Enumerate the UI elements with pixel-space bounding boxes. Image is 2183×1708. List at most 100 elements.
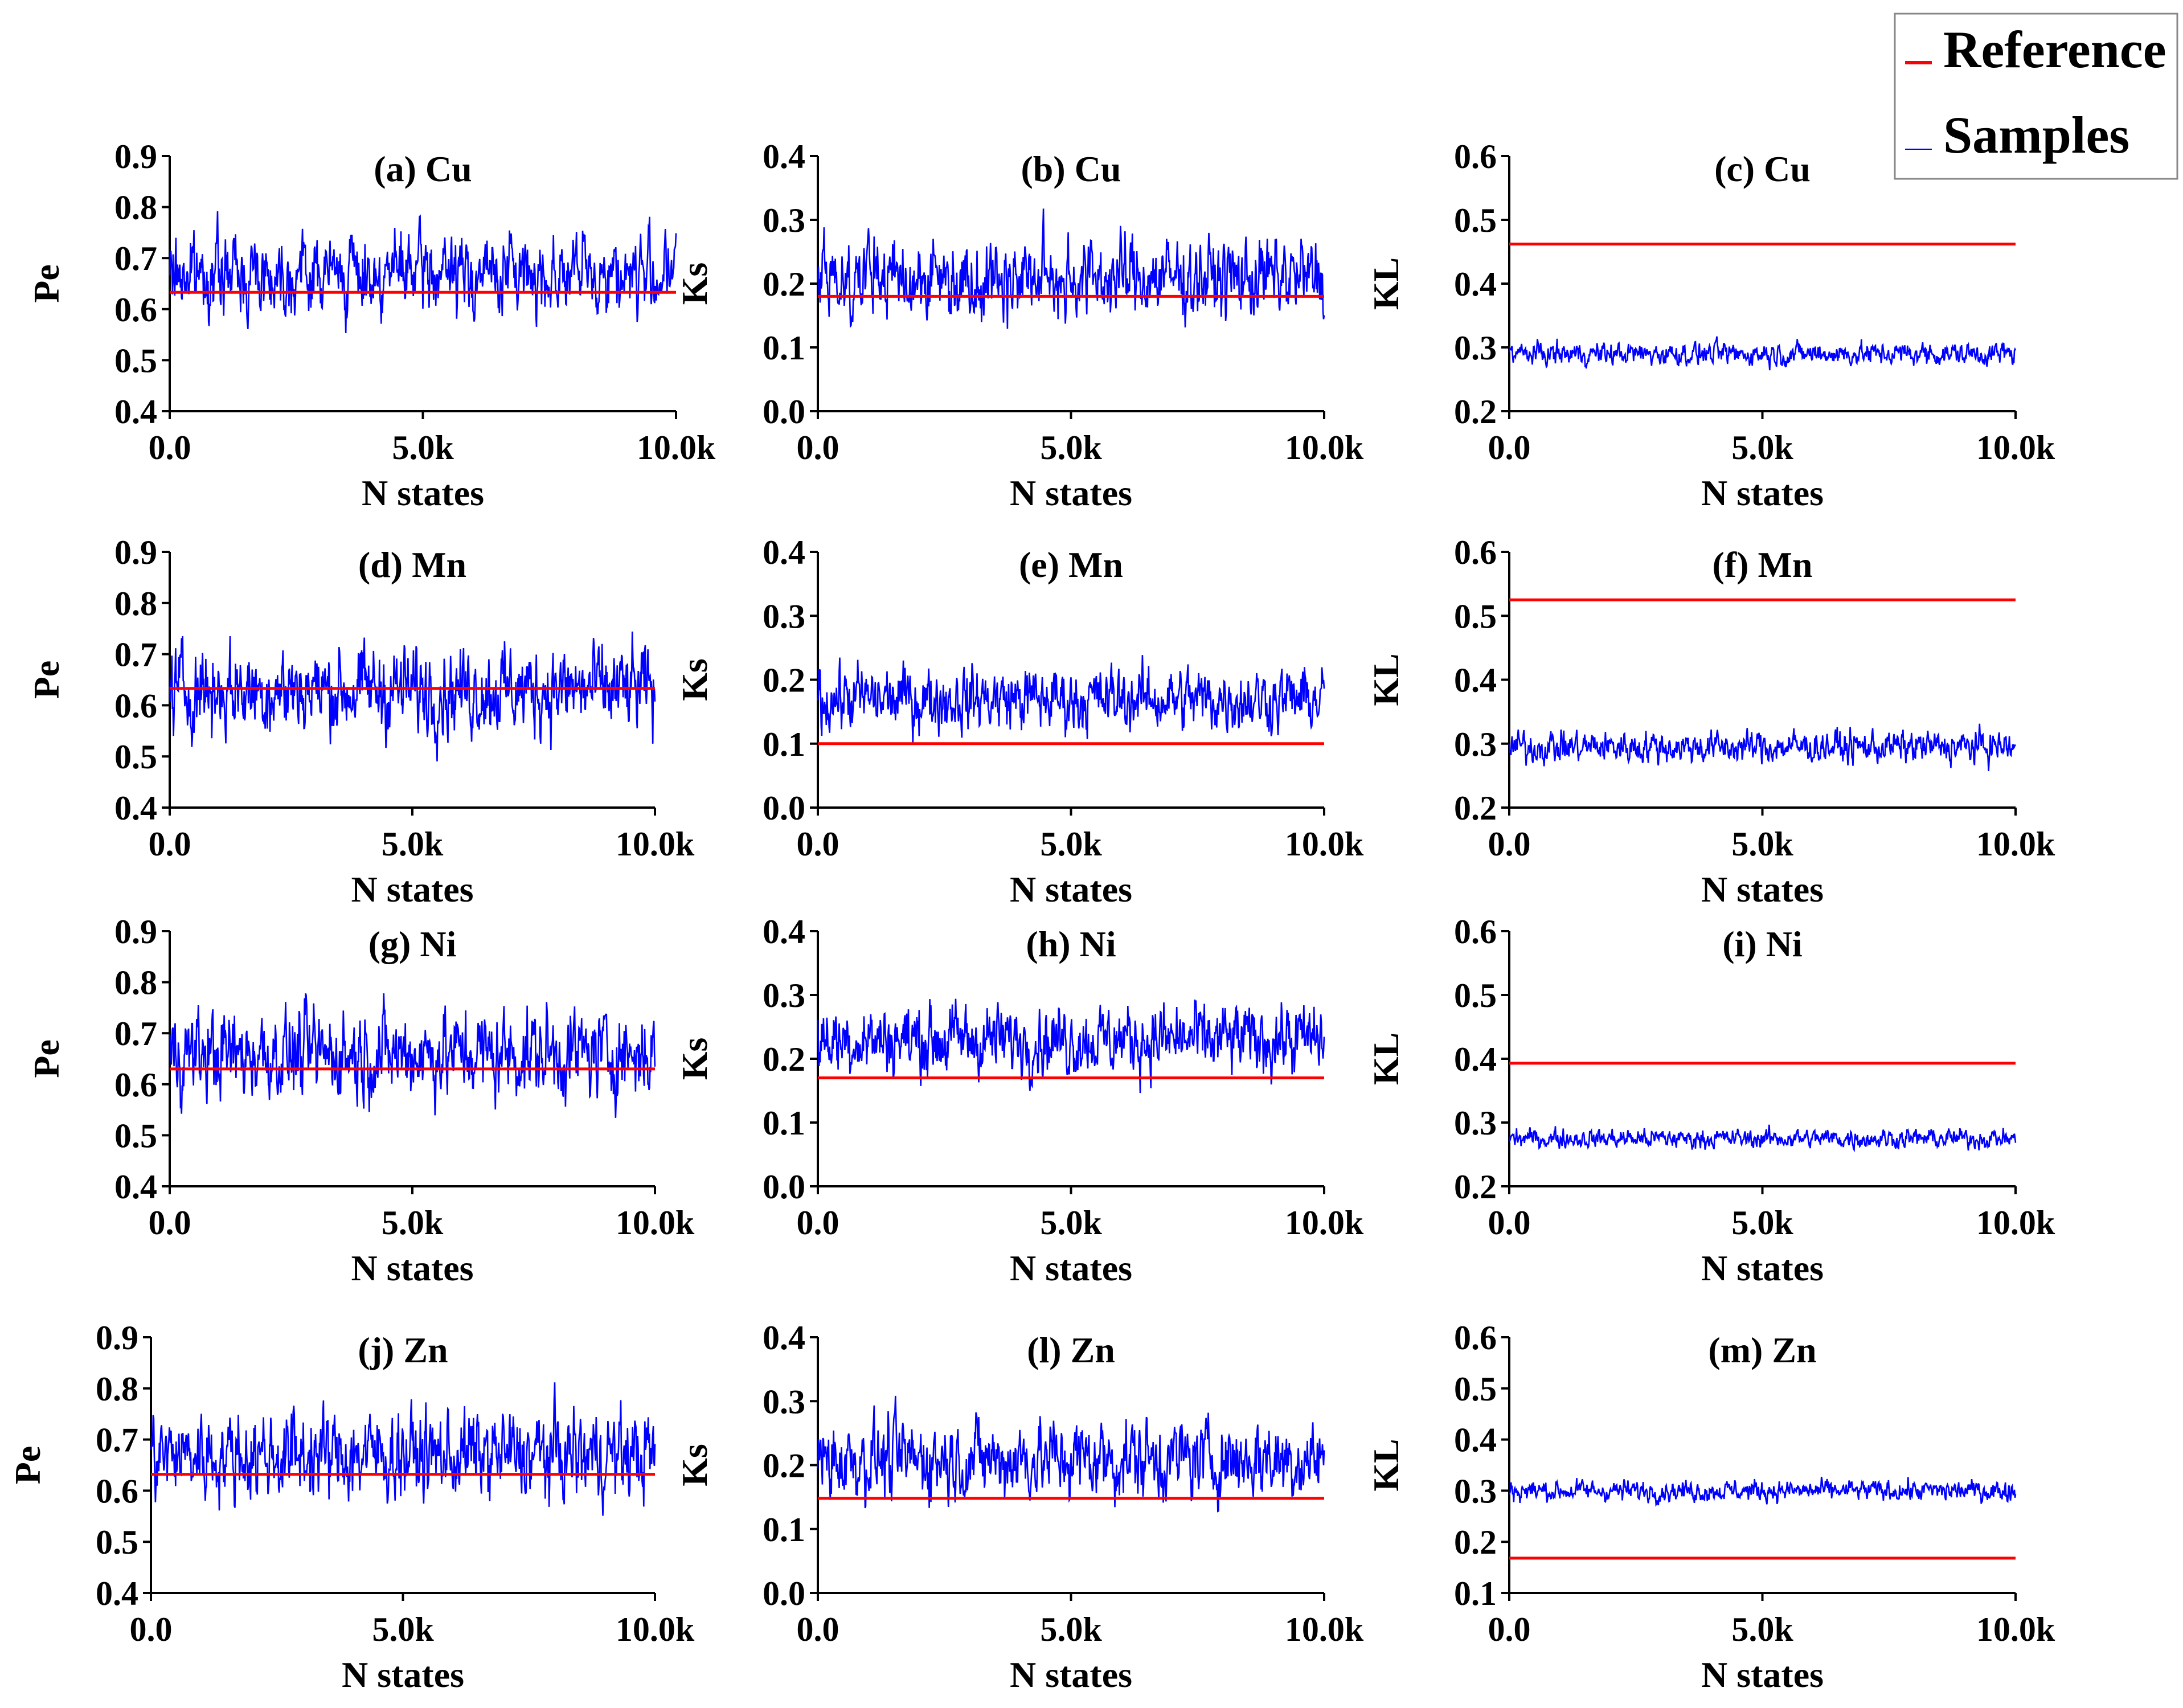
y-tick-label: 0.6 (114, 687, 157, 724)
x-tick-label: 10.0k (1285, 1204, 1364, 1242)
x-tick-label: 5.0k (382, 825, 444, 863)
y-tick-label: 0.4 (1454, 1041, 1497, 1078)
y-tick-label: 0.4 (114, 393, 157, 431)
y-axis-title: KL (1366, 1439, 1406, 1491)
y-tick-label: 0.8 (114, 585, 157, 622)
y-tick-label: 0.2 (763, 265, 805, 303)
x-tick-label: 5.0k (1731, 1204, 1793, 1242)
y-tick-label: 0.9 (96, 1319, 138, 1357)
y-tick-label: 0.2 (763, 1447, 805, 1485)
y-tick-label: 0.9 (114, 534, 157, 571)
panel-title: (e) Mn (1019, 544, 1123, 585)
panel-title: (m) Zn (1708, 1330, 1816, 1370)
legend: Reference Samples (1894, 13, 2178, 180)
panel-10: 0.4 0.5 0.6 0.7 0.8 0.9 0.0 5.0k 10.0k (j) Zn N st… (7, 1319, 695, 1695)
y-axis-title: KL (1366, 1033, 1406, 1085)
y-axis-title: Ks (674, 1038, 715, 1080)
x-axis-title: N states (342, 1654, 464, 1695)
x-tick-label: 0.0 (797, 1611, 839, 1648)
samples-series-line (1508, 1476, 2017, 1507)
samples-series-line (169, 631, 656, 761)
y-tick-label: 0.5 (96, 1523, 138, 1561)
x-tick-label: 0.0 (149, 1204, 191, 1242)
x-tick-label: 10.0k (616, 1204, 695, 1242)
legend-reference-label: Reference (1943, 21, 2166, 79)
panel-title: (b) Cu (1021, 149, 1121, 189)
y-tick-label: 0.6 (1454, 1319, 1497, 1357)
x-tick-label: 10.0k (637, 429, 716, 466)
y-tick-label: 0.6 (1454, 913, 1497, 951)
samples-series-line (169, 993, 656, 1118)
panel-12: 0.1 0.2 0.3 0.4 0.5 0.6 0.0 5.0k 10.0k (m) Zn N st… (1366, 1319, 2055, 1695)
x-tick-label: 10.0k (1285, 429, 1364, 466)
x-tick-label: 0.0 (797, 1204, 839, 1242)
x-axis-title: N states (1010, 1654, 1132, 1695)
panel-2: 0.0 0.1 0.2 0.3 0.4 0.0 5.0k 10.0k (b) Cu N state… (674, 138, 1364, 513)
panel-11: 0.0 0.1 0.2 0.3 0.4 0.0 5.0k 10.0k (l) Zn N state… (674, 1319, 1364, 1695)
x-axis-title: N states (1701, 1248, 1824, 1288)
y-tick-label: 0.5 (1454, 597, 1497, 635)
y-tick-label: 0.0 (763, 789, 805, 827)
y-tick-label: 0.4 (763, 1319, 805, 1357)
panel-title: (f) Mn (1713, 544, 1813, 585)
y-tick-label: 0.5 (114, 342, 157, 379)
y-tick-label: 0.1 (763, 329, 805, 367)
panel-1: 0.4 0.5 0.6 0.7 0.8 0.9 0.0 5.0k 10.0k (a) Cu N st… (26, 138, 716, 513)
samples-series-line (169, 211, 677, 333)
panel-title: (g) Ni (368, 924, 457, 964)
y-tick-label: 0.7 (114, 636, 157, 674)
panel-3: 0.2 0.3 0.4 0.5 0.6 0.0 5.0k 10.0k (c) Cu N state… (1366, 138, 2055, 513)
y-tick-label: 0.9 (114, 138, 157, 175)
y-tick-label: 0.3 (1454, 1472, 1497, 1510)
x-axis-title: N states (1701, 869, 1824, 910)
y-tick-label: 0.3 (1454, 726, 1497, 763)
x-axis-title: N states (351, 1248, 473, 1288)
y-tick-label: 0.0 (763, 1168, 805, 1206)
x-tick-label: 10.0k (616, 1611, 695, 1648)
panel-title: (a) Cu (374, 149, 472, 189)
panel-4: 0.4 0.5 0.6 0.7 0.8 0.9 0.0 5.0k 10.0k (d) Mn N st… (26, 534, 695, 910)
x-axis-title: N states (1701, 473, 1824, 513)
panel-6: 0.2 0.3 0.4 0.5 0.6 0.0 5.0k 10.0k (f) Mn N state… (1366, 534, 2055, 910)
y-tick-label: 0.4 (114, 1168, 157, 1206)
y-tick-label: 0.2 (1454, 1523, 1497, 1561)
legend-box (1894, 13, 2178, 180)
x-tick-label: 5.0k (1731, 1611, 1793, 1648)
y-tick-label: 0.4 (763, 534, 805, 571)
y-tick-label: 0.3 (1454, 1104, 1497, 1142)
y-tick-label: 0.5 (1454, 977, 1497, 1014)
x-tick-label: 10.0k (616, 825, 695, 863)
y-axis-title: Pe (26, 1039, 67, 1078)
x-tick-label: 5.0k (1731, 429, 1793, 466)
y-axis-title: Ks (674, 658, 715, 701)
y-tick-label: 0.5 (114, 1117, 157, 1154)
x-tick-label: 10.0k (1285, 825, 1364, 863)
y-tick-label: 0.1 (763, 1511, 805, 1549)
x-tick-label: 0.0 (1488, 825, 1531, 863)
x-tick-label: 5.0k (392, 429, 454, 466)
x-axis-title: N states (362, 473, 484, 513)
x-tick-label: 0.0 (1488, 429, 1531, 466)
y-tick-label: 0.7 (114, 1015, 157, 1052)
y-tick-label: 0.2 (1454, 393, 1497, 431)
x-tick-label: 0.0 (149, 825, 191, 863)
samples-series-line (1508, 723, 2016, 771)
panel-7: 0.4 0.5 0.6 0.7 0.8 0.9 0.0 5.0k 10.0k (g) Ni N st… (26, 913, 695, 1288)
y-tick-label: 0.6 (96, 1472, 138, 1510)
y-tick-label: 0.3 (763, 1383, 805, 1420)
x-tick-label: 5.0k (1040, 1611, 1102, 1648)
y-tick-label: 0.2 (1454, 1168, 1497, 1206)
panel-title: (l) Zn (1027, 1330, 1115, 1370)
y-tick-label: 0.8 (114, 189, 157, 227)
samples-series-line (1508, 1124, 2017, 1153)
x-tick-label: 5.0k (1731, 825, 1793, 863)
y-tick-label: 0.1 (763, 1104, 805, 1142)
x-tick-label: 10.0k (1976, 429, 2055, 466)
y-tick-label: 0.8 (114, 964, 157, 1002)
x-tick-label: 10.0k (1976, 1611, 2055, 1648)
x-axis-title: N states (1010, 869, 1132, 910)
y-tick-label: 0.4 (763, 138, 805, 175)
x-tick-label: 5.0k (1040, 1204, 1102, 1242)
y-tick-label: 0.4 (114, 789, 157, 827)
